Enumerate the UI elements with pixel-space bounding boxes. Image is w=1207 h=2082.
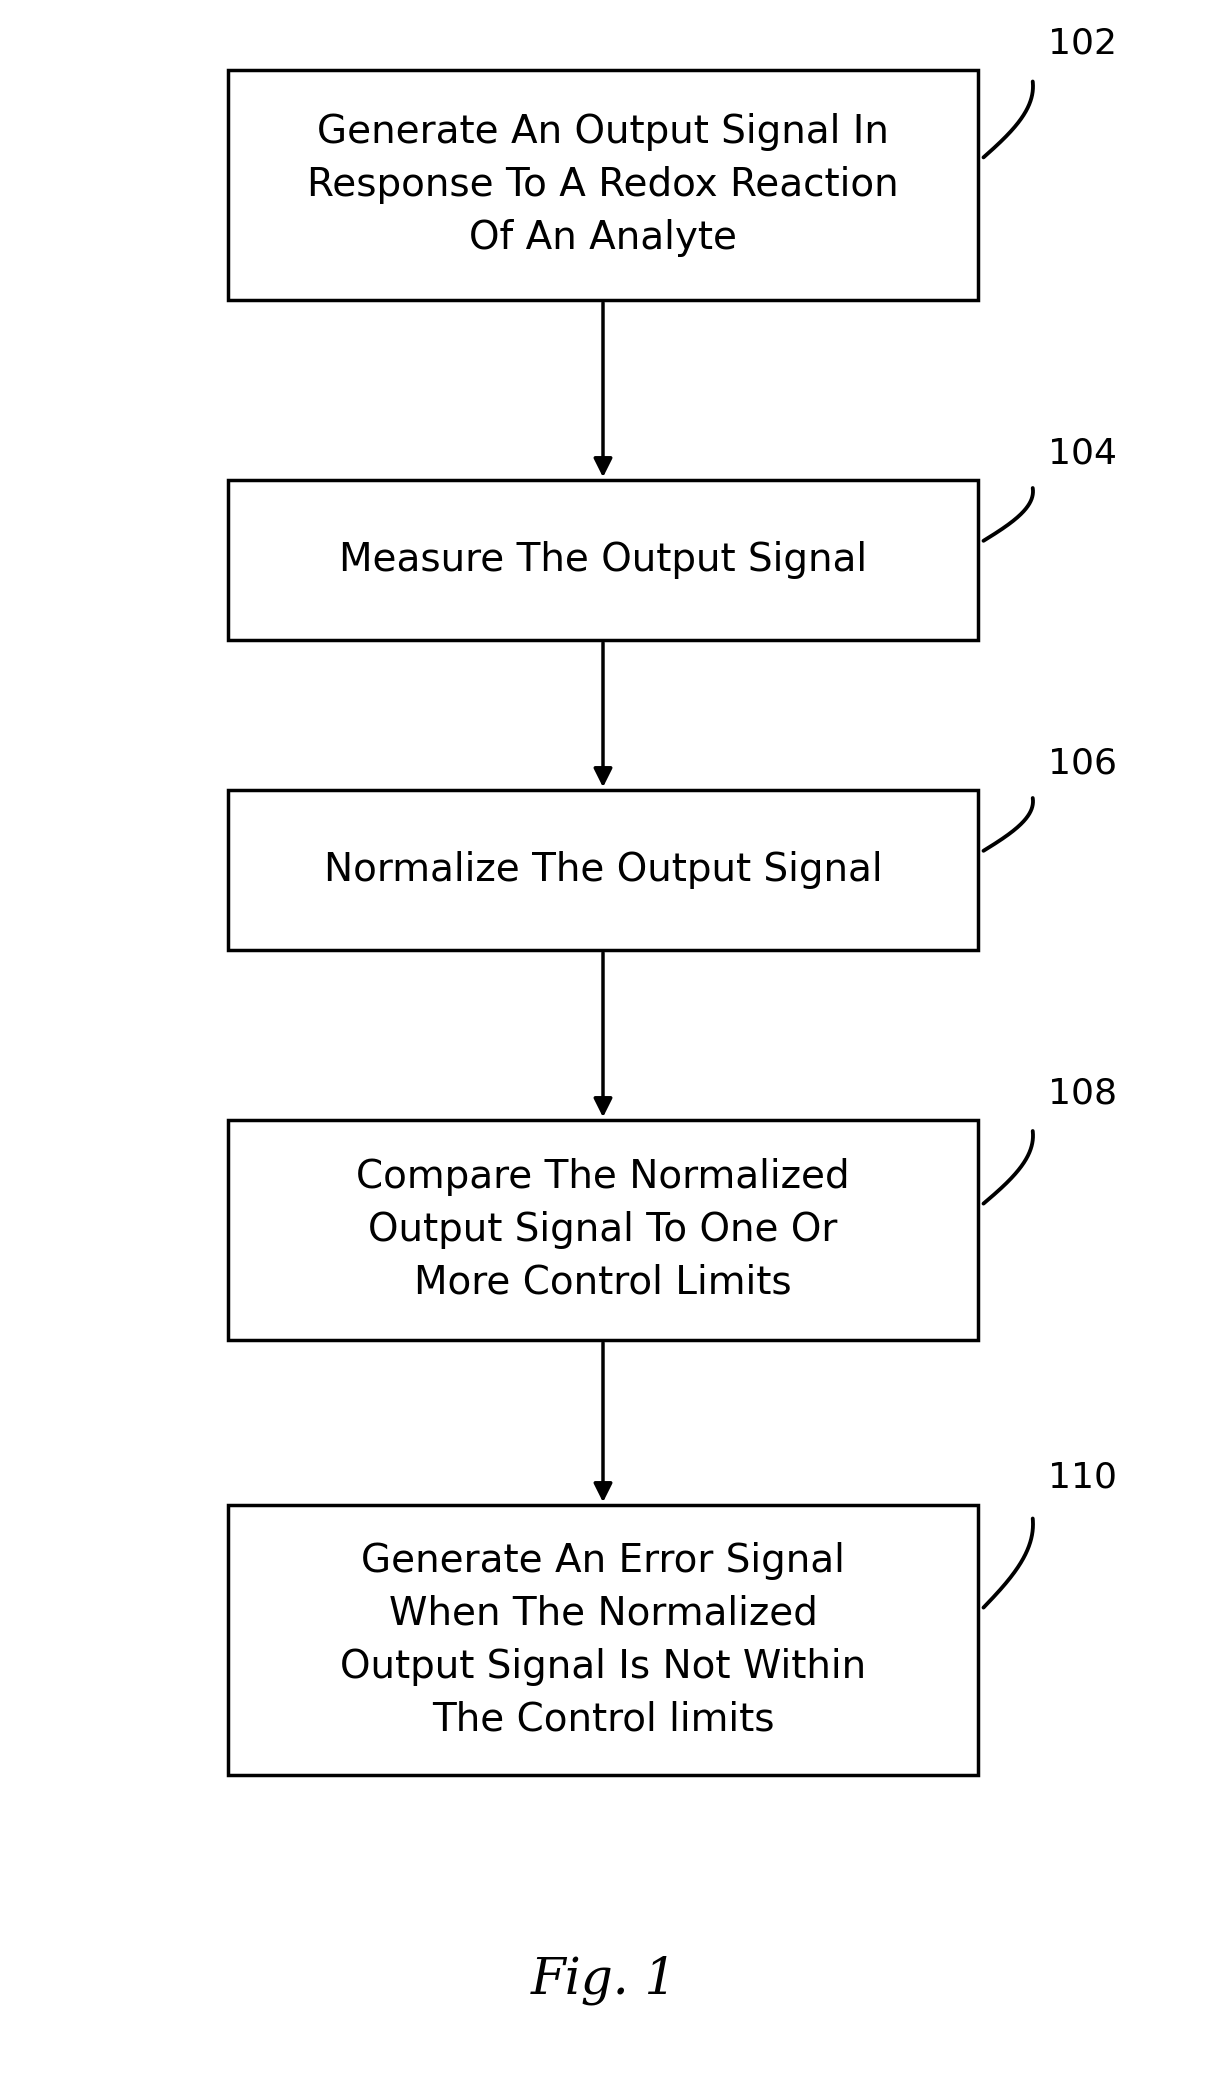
Text: Generate An Error Signal
When The Normalized
Output Signal Is Not Within
The Con: Generate An Error Signal When The Normal… [340, 1541, 867, 1738]
Text: Measure The Output Signal: Measure The Output Signal [339, 541, 867, 579]
Text: Compare The Normalized
Output Signal To One Or
More Control Limits: Compare The Normalized Output Signal To … [356, 1158, 850, 1301]
Bar [228, 481, 978, 639]
Text: 104: 104 [1048, 435, 1116, 471]
Text: 102: 102 [1048, 25, 1116, 60]
Bar [228, 1505, 978, 1776]
Bar [228, 1120, 978, 1341]
Text: 110: 110 [1048, 1462, 1116, 1495]
Text: Normalize The Output Signal: Normalize The Output Signal [323, 852, 882, 889]
Text: 108: 108 [1048, 1076, 1118, 1110]
Text: 106: 106 [1048, 745, 1116, 781]
Bar [228, 789, 978, 949]
Bar [228, 71, 978, 300]
Text: Fig. 1: Fig. 1 [530, 1955, 677, 2005]
Text: Generate An Output Signal In
Response To A Redox Reaction
Of An Analyte: Generate An Output Signal In Response To… [308, 112, 899, 256]
